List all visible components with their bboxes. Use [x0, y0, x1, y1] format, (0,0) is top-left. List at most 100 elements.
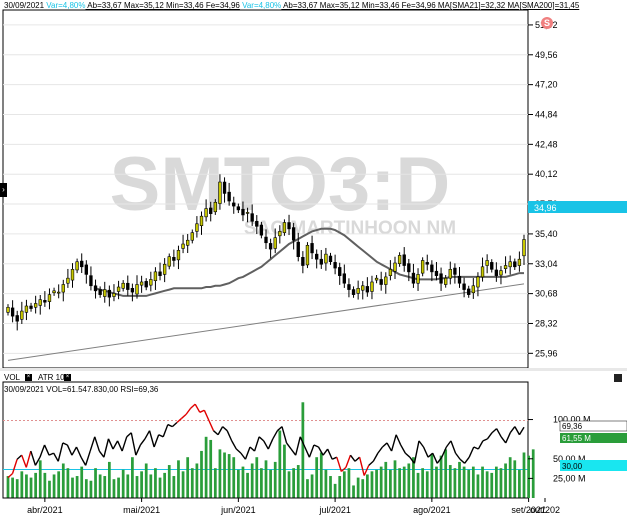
rsi-segment: [418, 440, 425, 448]
volume-bar: [6, 476, 10, 498]
candle-down: [407, 263, 411, 273]
date-axis: abr/2021 mai/2021 jun/2021 jul/2021 ago/2021…: [27, 498, 560, 515]
rsi-segment: [491, 428, 498, 434]
candle-down: [402, 254, 406, 266]
y-tick-label: 44,84: [535, 109, 558, 119]
candle-down: [310, 243, 314, 254]
rsi-segment: [153, 434, 160, 448]
volume-bar: [209, 439, 213, 498]
rsi-segment: [48, 452, 54, 456]
volume-bar: [163, 472, 167, 498]
candle-up: [66, 277, 70, 284]
volume-bar: [218, 449, 222, 498]
watermark-company: SAO MARTINHOON NM: [244, 218, 456, 239]
candle-down: [338, 267, 342, 276]
close-icon[interactable]: ×: [64, 374, 71, 381]
volume-bar: [462, 466, 466, 498]
candle-up: [33, 303, 38, 308]
tab-atr[interactable]: ATR 10: [38, 373, 65, 382]
series-s-button[interactable]: S: [541, 17, 553, 29]
sub-y-tick-label: 25,00 M: [553, 473, 586, 483]
info-field: Fe=34,96: [399, 1, 436, 10]
volume-bar: [522, 452, 526, 498]
rsi-level-badge: 30,00: [562, 462, 583, 471]
candle-down: [93, 285, 98, 292]
candle-up: [384, 276, 388, 285]
rsi-segment: [34, 456, 41, 466]
x-tick-label: set/2021: [511, 505, 546, 515]
candle-up: [213, 201, 217, 213]
volume-bar: [80, 466, 84, 498]
volume-bar: [508, 457, 512, 498]
candle-up: [6, 306, 10, 313]
rsi-segment: [464, 456, 470, 464]
volume-bar: [246, 472, 249, 498]
volume-bar: [283, 444, 286, 498]
volume-bar: [94, 468, 97, 498]
candle-up: [190, 232, 194, 241]
volume-bar: [292, 468, 296, 498]
candle-down: [347, 284, 351, 290]
candle-up: [204, 208, 208, 218]
candle-up: [61, 284, 65, 293]
sma200-line: [7, 283, 525, 361]
candle-down: [333, 262, 337, 269]
candle-up: [70, 269, 75, 281]
candle-up: [24, 305, 29, 313]
rsi-segment: [16, 454, 23, 460]
volume-bar: [439, 455, 443, 498]
rsi-segment: [345, 454, 352, 468]
rsi-segment: [363, 465, 370, 476]
rsi-segment: [75, 446, 82, 458]
candle-up: [370, 281, 374, 292]
volume-bar: [158, 477, 162, 498]
sub-info-line: 30/09/2021 VOL=61.547.830,00 RSI=69,36: [4, 385, 159, 394]
volume-bar: [20, 471, 24, 498]
candle-down: [457, 275, 462, 284]
rsi-segment: [249, 446, 256, 452]
rsi-segment: [386, 442, 393, 452]
candle-up: [149, 279, 153, 286]
candle-up: [282, 222, 287, 233]
rsi-segment: [235, 448, 242, 454]
volume-bar: [103, 476, 107, 498]
volume-bar: [11, 477, 14, 498]
candle-down: [315, 253, 319, 260]
candle-up: [420, 260, 425, 274]
info-field: Min=33,46: [163, 1, 204, 10]
expand-panel-button[interactable]: ›: [0, 183, 7, 197]
main-date: 30/09/2021: [4, 1, 45, 10]
candle-down: [319, 258, 323, 265]
rsi-line: [7, 403, 525, 479]
rsi-segment: [62, 442, 68, 446]
close-icon[interactable]: ×: [25, 374, 32, 381]
volume-bar: [71, 477, 74, 498]
rsi-segment: [336, 456, 343, 472]
candle-down: [365, 286, 370, 293]
volume-bar: [315, 457, 319, 498]
volume-bar: [89, 480, 93, 498]
rsi-segment: [459, 458, 466, 464]
rsi-segment: [372, 452, 379, 462]
candle-up: [176, 250, 181, 261]
volume-bar: [384, 461, 388, 498]
rsi-segment: [30, 450, 37, 466]
volume-bar: [333, 483, 337, 498]
volume-bar: [38, 460, 42, 498]
candle-up: [121, 282, 125, 289]
rsi-segment: [199, 409, 205, 413]
info-field: Fe=34,96: [203, 1, 240, 10]
info-field: Ab=33,67: [281, 1, 318, 10]
tab-vol[interactable]: VOL: [4, 373, 21, 382]
volume-bar: [264, 460, 268, 498]
panel-menu-icon[interactable]: [614, 374, 622, 382]
volume-bar: [278, 430, 282, 498]
rsi-segment: [445, 440, 452, 448]
rsi-segment: [482, 438, 488, 442]
rsi-segment: [253, 436, 260, 452]
volume-bar: [301, 402, 305, 498]
rsi-segment: [43, 444, 50, 456]
candle-up: [153, 271, 158, 282]
volume-bar: [319, 452, 323, 498]
candle-up: [324, 253, 328, 264]
